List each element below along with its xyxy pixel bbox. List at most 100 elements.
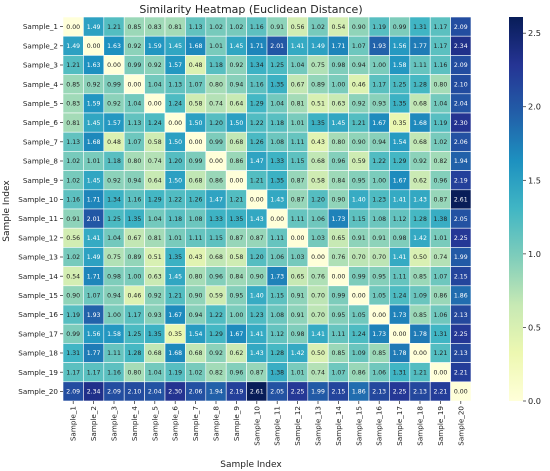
cell-value-label: 1.17 — [66, 369, 80, 376]
x-tick-label: Sample_2 — [89, 406, 98, 441]
cell-value-label: 1.43 — [270, 197, 284, 204]
cell-value-label: 0.86 — [434, 293, 448, 300]
cell-value-label: 1.59 — [87, 101, 101, 108]
cell-value-label: 0.99 — [332, 293, 346, 300]
colorbar-tick-label: 2.0 — [528, 102, 541, 112]
cell-value-label: 0.92 — [148, 62, 162, 69]
cell-value-label: 0.68 — [189, 350, 203, 357]
cell-value-label: 0.00 — [413, 350, 427, 357]
cell-value-label: 0.89 — [311, 81, 325, 88]
cell-value-label: 1.35 — [148, 331, 162, 338]
x-tick-label: Sample_4 — [130, 406, 139, 442]
cell-value-label: 1.23 — [372, 197, 386, 204]
cell-value-label: 1.78 — [413, 331, 427, 338]
colorbar-tick-label: 0.0 — [528, 396, 541, 406]
cell-value-label: 0.00 — [189, 139, 203, 146]
cell-value-label: 1.13 — [168, 81, 182, 88]
cell-value-label: 1.12 — [393, 216, 407, 223]
cell-value-label: 0.86 — [352, 369, 366, 376]
cell-value-label: 1.04 — [148, 216, 162, 223]
cell-value-label: 1.67 — [393, 177, 407, 184]
cell-value-label: 0.48 — [107, 139, 121, 146]
cell-value-label: 2.19 — [230, 389, 244, 396]
cell-value-label: 1.05 — [352, 312, 366, 319]
cell-value-label: 1.50 — [168, 177, 182, 184]
cell-value-label: 1.29 — [209, 331, 223, 338]
cell-value-label: 1.67 — [230, 331, 244, 338]
cell-value-label: 0.85 — [413, 273, 427, 280]
cell-value-label: 1.33 — [270, 158, 284, 165]
y-axis-label: Sample Index — [2, 180, 12, 242]
cell-value-label: 2.06 — [454, 139, 468, 146]
cell-value-label: 0.94 — [352, 62, 366, 69]
cell-value-label: 1.16 — [250, 24, 264, 31]
cell-value-label: 1.71 — [250, 43, 264, 50]
cell-value-label: 2.34 — [87, 389, 101, 396]
x-tick-label: Sample_16 — [375, 406, 384, 446]
y-tick-label: Sample_2 — [23, 41, 58, 50]
cell-value-label: 1.49 — [87, 254, 101, 261]
cell-value-label: 0.00 — [209, 158, 223, 165]
cell-value-label: 1.11 — [393, 273, 407, 280]
cell-value-label: 1.50 — [230, 120, 244, 127]
cell-value-label: 2.25 — [454, 235, 468, 242]
cell-value-label: 1.06 — [270, 254, 284, 261]
cell-value-label: 1.34 — [107, 197, 121, 204]
cell-value-label: 1.77 — [87, 350, 101, 357]
cell-value-label: 2.30 — [454, 120, 468, 127]
cell-value-label: 2.10 — [454, 81, 468, 88]
cell-value-label: 0.00 — [434, 369, 448, 376]
cell-value-label: 1.11 — [332, 331, 346, 338]
cell-value-label: 1.02 — [209, 24, 223, 31]
y-tick-label: Sample_10 — [18, 195, 58, 204]
cell-value-label: 0.98 — [332, 62, 346, 69]
cell-value-label: 0.00 — [128, 81, 142, 88]
cell-value-label: 1.06 — [311, 216, 325, 223]
cell-value-label: 0.56 — [291, 24, 305, 31]
cell-value-label: 1.94 — [454, 158, 468, 165]
cell-value-label: 0.82 — [209, 369, 223, 376]
cell-value-label: 1.35 — [168, 254, 182, 261]
cell-value-label: 1.86 — [454, 293, 468, 300]
cell-value-label: 1.73 — [332, 216, 346, 223]
cell-value-label: 1.11 — [270, 235, 284, 242]
cell-value-label: 1.93 — [87, 312, 101, 319]
cell-value-label: 0.50 — [311, 350, 325, 357]
cell-value-label: 1.07 — [189, 81, 203, 88]
cell-value-label: 0.99 — [352, 273, 366, 280]
cell-value-label: 1.12 — [270, 331, 284, 338]
colorbar-tick-label: 0.5 — [528, 322, 541, 332]
y-tick-label: Sample_1 — [23, 22, 58, 31]
cell-value-label: 0.75 — [107, 254, 121, 261]
cell-value-label: 1.16 — [250, 81, 264, 88]
cell-value-label: 0.00 — [250, 197, 264, 204]
cell-value-label: 0.85 — [372, 350, 386, 357]
cell-value-label: 1.68 — [87, 139, 101, 146]
y-tick-label: Sample_9 — [23, 176, 59, 185]
x-axis-label: Sample Index — [220, 460, 282, 470]
cell-value-label: 0.85 — [413, 312, 427, 319]
cell-value-label: 1.50 — [168, 139, 182, 146]
cell-value-label: 0.90 — [66, 293, 80, 300]
cell-value-label: 2.15 — [454, 273, 468, 280]
cell-value-label: 0.87 — [250, 235, 264, 242]
cell-value-label: 1.93 — [372, 43, 386, 50]
cell-value-label: 1.24 — [168, 101, 182, 108]
cell-value-label: 0.99 — [107, 81, 121, 88]
cell-value-label: 1.00 — [107, 312, 121, 319]
cell-value-label: 2.09 — [454, 62, 468, 69]
cell-value-label: 1.41 — [250, 331, 264, 338]
cell-value-label: 1.04 — [107, 235, 121, 242]
cell-value-label: 1.21 — [107, 24, 121, 31]
colorbar-ticks: 0.0 0.5 1.0 1.5 2.0 2.5 — [523, 28, 541, 406]
cell-value-label: 0.89 — [128, 254, 142, 261]
cell-value-label: 1.35 — [128, 216, 142, 223]
cell-value-label: 1.13 — [189, 24, 203, 31]
cell-value-label: 1.29 — [148, 197, 162, 204]
cell-value-label: 0.62 — [230, 350, 244, 357]
cell-value-label: 1.11 — [291, 139, 305, 146]
cell-value-label: 1.22 — [209, 312, 223, 319]
cell-value-label: 2.15 — [332, 389, 346, 396]
cell-value-label: 0.46 — [352, 81, 366, 88]
cell-value-label: 1.08 — [270, 139, 284, 146]
